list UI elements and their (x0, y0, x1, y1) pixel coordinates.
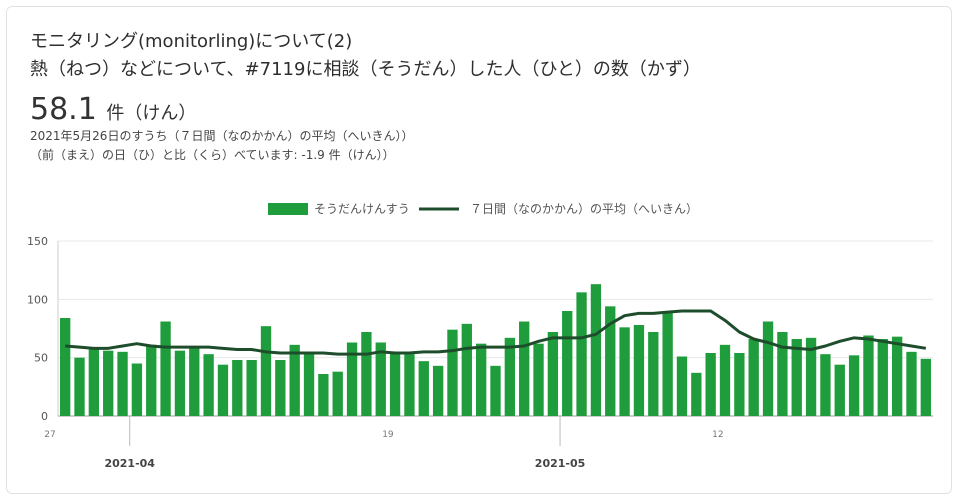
bar[interactable] (648, 332, 659, 416)
bar[interactable] (131, 363, 143, 417)
legend-bar-swatch[interactable] (268, 203, 308, 215)
bar[interactable] (432, 365, 444, 416)
x-month-label: 2021-05 (535, 457, 586, 470)
bar[interactable] (791, 339, 802, 416)
bar[interactable] (275, 360, 286, 416)
bar[interactable] (174, 350, 186, 416)
bar[interactable] (777, 332, 788, 416)
bar[interactable] (590, 284, 602, 416)
bar[interactable] (748, 339, 759, 416)
summary-value: 58.1 (30, 92, 97, 127)
bar[interactable] (418, 361, 429, 416)
legend-line-label[interactable]: ７日間（なのかかん）の平均（へいきん） (470, 202, 698, 216)
bar[interactable] (705, 353, 716, 416)
bar[interactable] (346, 342, 358, 417)
bar[interactable] (734, 353, 745, 416)
bar[interactable] (74, 357, 85, 416)
x-tick-label: 27 (44, 430, 55, 440)
summary-note-diff: （前（まえ）の日（ひ）と比（くら）べています: -1.9 件（けん）） (30, 148, 395, 162)
bar[interactable] (891, 336, 903, 416)
bar[interactable] (863, 335, 874, 417)
chart-svg: そうだんけんすう ７日間（なのかかん）の平均（へいきん） 0 50 100 150 27… (27, 202, 933, 470)
bar[interactable] (662, 311, 673, 416)
legend-bar-label[interactable]: そうだんけんすう (314, 202, 410, 216)
y-tick-label: 50 (34, 352, 48, 365)
bar[interactable] (375, 342, 386, 417)
bar[interactable] (361, 332, 372, 416)
bar[interactable] (203, 354, 214, 416)
page-title: モニタリング(monitorling)について(2) (30, 31, 353, 52)
bar[interactable] (217, 364, 229, 416)
bar[interactable] (691, 372, 702, 416)
bar[interactable] (676, 356, 688, 417)
bar[interactable] (547, 332, 559, 416)
bar[interactable] (576, 292, 587, 416)
bar[interactable] (504, 337, 516, 416)
bar[interactable] (619, 327, 630, 416)
bar[interactable] (519, 321, 530, 417)
bar[interactable] (906, 351, 917, 416)
y-tick-label: 150 (27, 235, 48, 248)
bar[interactable] (475, 343, 487, 416)
bar[interactable] (332, 371, 343, 416)
bar[interactable] (605, 306, 616, 416)
axes: 0 50 100 150 27 19 12 2021-04 2021-05 (27, 235, 724, 470)
bar[interactable] (562, 311, 573, 416)
bar[interactable] (260, 326, 272, 416)
bar[interactable] (404, 354, 415, 416)
bar[interactable] (848, 355, 860, 416)
bar[interactable] (289, 344, 300, 416)
x-tick-label: 19 (382, 430, 394, 440)
y-tick-label: 0 (41, 410, 48, 423)
bar[interactable] (447, 329, 458, 416)
bar[interactable] (117, 351, 128, 416)
bar[interactable] (633, 325, 645, 416)
bar[interactable] (920, 358, 931, 416)
bar[interactable] (246, 360, 257, 416)
bar[interactable] (533, 343, 544, 416)
bar[interactable] (146, 344, 157, 416)
bar[interactable] (232, 360, 243, 416)
y-tick-label: 100 (27, 293, 48, 306)
legend: そうだんけんすう ７日間（なのかかん）の平均（へいきん） (268, 202, 698, 216)
bars (60, 284, 931, 416)
summary-note-date: 2021年5月26日のすうち（７日間（なのかかん）の平均（へいきん）） (30, 129, 414, 143)
bar[interactable] (318, 374, 329, 416)
summary-value-row: 58.1 件（けん） (30, 92, 196, 132)
x-month-label: 2021-04 (104, 457, 155, 470)
summary-unit: 件（けん） (106, 103, 197, 124)
bar[interactable] (877, 339, 888, 416)
bar[interactable] (160, 321, 171, 417)
bar[interactable] (303, 351, 315, 416)
bar[interactable] (805, 337, 817, 416)
bar[interactable] (103, 350, 114, 416)
x-tick-label: 12 (712, 430, 723, 440)
bar[interactable] (719, 344, 731, 416)
average-line-group (65, 309, 927, 356)
bar[interactable] (60, 318, 71, 416)
bar[interactable] (762, 321, 774, 417)
bar[interactable] (389, 353, 401, 416)
bar[interactable] (834, 364, 845, 416)
bar[interactable] (490, 365, 501, 416)
bar[interactable] (820, 354, 831, 416)
page-subtitle: 熱（ねつ）などについて、#7119に相談（そうだん）した人（ひと）の数（かず） (30, 59, 701, 80)
bar[interactable] (461, 323, 472, 416)
average-line[interactable] (65, 309, 927, 356)
bar[interactable] (189, 347, 200, 416)
bar[interactable] (88, 349, 100, 417)
